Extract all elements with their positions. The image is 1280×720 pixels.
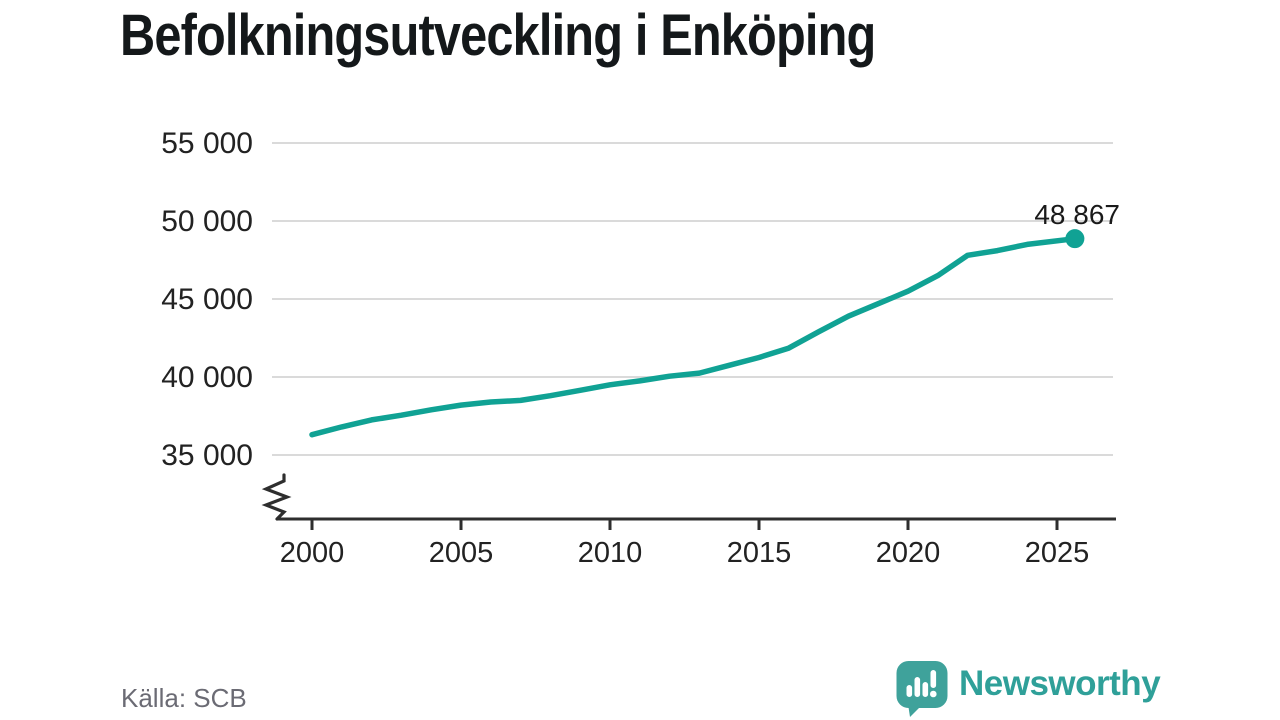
x-axis-tick-label: 2005: [429, 537, 494, 569]
brand-wordmark: Newsworthy: [959, 664, 1161, 703]
newsworthy-logo: Newsworthy: [895, 659, 1161, 717]
x-axis-tick-label: 2000: [280, 537, 345, 569]
y-axis-tick-label: 55 000: [161, 127, 253, 160]
end-value-label: 48 867: [1034, 199, 1120, 230]
x-axis-tick-label: 2020: [876, 537, 941, 569]
page-title: Befolkningsutveckling i Enköping: [120, 3, 876, 68]
y-axis-tick-label: 40 000: [161, 361, 253, 394]
source-note: Källa: SCB: [121, 683, 247, 713]
x-axis-tick-label: 2015: [727, 537, 792, 569]
end-point-marker: [1065, 229, 1085, 249]
y-axis-tick-label: 50 000: [161, 205, 253, 238]
speech-bubble-bar-chart-icon: [896, 661, 948, 717]
population-line-chart: 35 000 40 000 45 000 50 000 55 000 2000 2005 20…: [161, 127, 1120, 569]
x-axis-tick-label: 2025: [1025, 537, 1090, 569]
population-line: [309, 235, 1078, 438]
x-axis-tick-label: 2010: [578, 537, 643, 569]
y-axis-tick-label: 45 000: [161, 283, 253, 316]
axis-break-icon: [261, 473, 292, 521]
y-axis-tick-label: 35 000: [161, 439, 253, 472]
